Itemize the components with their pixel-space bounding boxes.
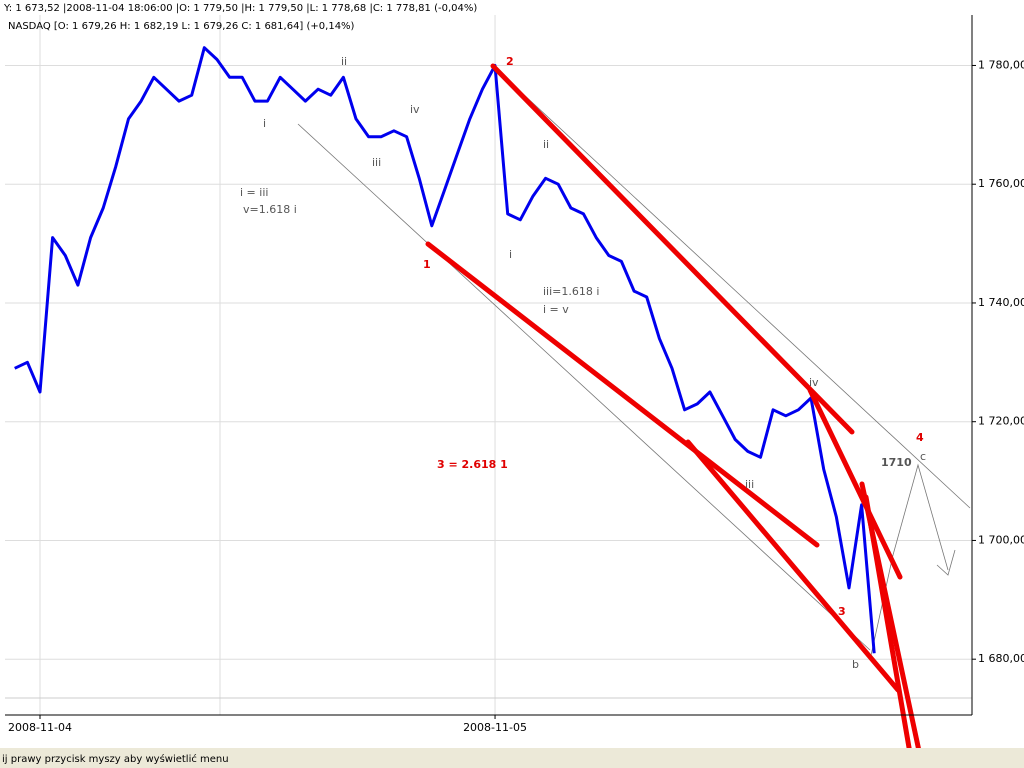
annotation: ii	[341, 55, 347, 68]
x-tick-label: 2008-11-04	[8, 721, 72, 734]
instrument-info: NASDAQ [O: 1 679,26 H: 1 682,19 L: 1 679…	[8, 21, 355, 32]
grid	[5, 15, 972, 715]
annotation: i = v	[543, 303, 569, 316]
annotation: 3	[838, 605, 846, 618]
annotation: 4	[916, 431, 924, 444]
price-line	[14, 46, 876, 654]
annotation: iv	[410, 103, 420, 116]
annotation: i	[509, 248, 512, 261]
annotation: 3 = 2.618 1	[437, 458, 508, 471]
trend-line	[490, 63, 855, 435]
channel-line	[494, 67, 971, 509]
y-tick-label: 1 780,00	[978, 58, 1024, 71]
annotation: iii=1.618 i	[543, 285, 599, 298]
channel-line	[297, 123, 871, 651]
status-text: ij prawy przycisk myszy aby wyświetlić m…	[2, 753, 229, 765]
annotation: c	[920, 450, 926, 463]
annotation: ii	[543, 138, 549, 151]
x-tick-label: 2008-11-05	[463, 721, 527, 734]
annotation: i	[263, 117, 266, 130]
trend-line	[807, 387, 903, 580]
annotation: iv	[809, 376, 819, 389]
trend-line	[863, 494, 915, 768]
y-tick-label: 1 720,00	[978, 415, 1024, 428]
annotation: v=1.618 i	[243, 203, 297, 216]
plot	[14, 46, 876, 654]
cursor-info: Y: 1 673,52 |2008-11-04 18:06:00 |O: 1 7…	[3, 3, 477, 14]
trend-line	[425, 241, 820, 548]
y-tick-label: 1 740,00	[978, 296, 1024, 309]
annotation: 1	[423, 258, 431, 271]
annotation: iii	[745, 478, 754, 491]
annotation: b	[852, 658, 859, 671]
annotation: 2	[506, 55, 514, 68]
arrow	[936, 549, 956, 576]
annotation: iii	[372, 156, 381, 169]
y-tick-label: 1 700,00	[978, 533, 1024, 546]
annotation: 1710	[881, 456, 912, 469]
y-tick-label: 1 680,00	[978, 652, 1024, 665]
status-bar	[0, 748, 1024, 768]
projection	[869, 463, 949, 661]
annotation: i = iii	[240, 186, 268, 199]
y-tick-label: 1 760,00	[978, 177, 1024, 190]
trend-line	[685, 439, 901, 693]
